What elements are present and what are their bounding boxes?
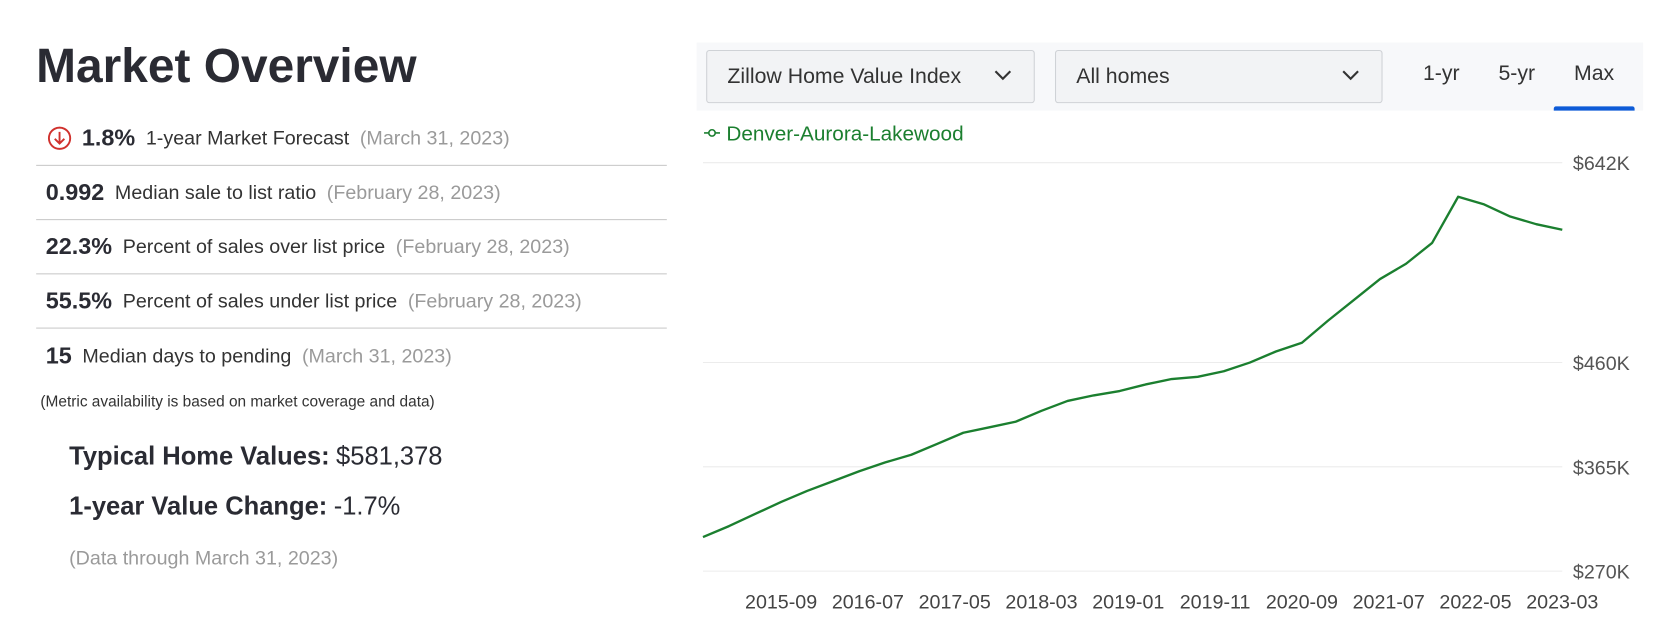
title: Market Overview [36, 38, 417, 93]
x-tick-label: 2017-05 [919, 591, 991, 613]
metric-row: 0.992 Median sale to list ratio (February … [36, 166, 667, 221]
value: -1.7% [333, 492, 401, 522]
x-tick-label: 2021-07 [1353, 591, 1425, 613]
home-type-dropdown[interactable]: All homes [1054, 49, 1383, 104]
data-through: (Data through March 31, 2023) [69, 546, 339, 569]
metric-label: Median days to pending [82, 344, 292, 367]
metric-dropdown[interactable]: Zillow Home Value Index [706, 49, 1035, 104]
metric-date: (February 28, 2023) [326, 180, 501, 204]
metric-value: 1.8% [81, 124, 136, 152]
metric-row: 22.3% Percent of sales over list price (Fe… [36, 220, 667, 275]
y-tick-label: $460K [1573, 353, 1630, 375]
metric-value: 55.5% [45, 287, 113, 314]
y-tick-label: $270K [1573, 562, 1630, 584]
dropdown-text: Zillow Home Value Index [727, 64, 962, 88]
value: $581,378 [336, 442, 443, 472]
metric-value: 15 [45, 341, 72, 369]
metric-date: (February 28, 2023) [407, 289, 582, 312]
y-tick-label: $365K [1573, 457, 1630, 479]
x-tick-label: 2020-09 [1266, 591, 1338, 613]
metric-date: (March 31, 2023) [359, 126, 510, 149]
x-tick-label: 2016-07 [832, 591, 904, 613]
legend-marker [708, 128, 717, 137]
x-tick-label: 2023-03 [1526, 591, 1598, 613]
chevron [994, 70, 1012, 81]
metric-value: 22.3% [45, 232, 113, 260]
metric-row: 15 Median days to pending (March 31, 2023) [36, 329, 667, 383]
chevron [1342, 70, 1359, 81]
metric-label: Median sale to list ratio [114, 180, 317, 204]
metric-label: Percent of sales under list price [122, 289, 398, 312]
x-tick-label: 2019-11 [1180, 591, 1251, 613]
note: (Metric availability is based on market … [40, 393, 435, 411]
range-tab[interactable]: 5-yr [1498, 61, 1536, 86]
legend-label: Denver-Aurora-Lakewood [726, 122, 963, 145]
metric-date: (March 31, 2023) [301, 344, 452, 367]
y-tick-label: $642K [1573, 153, 1630, 175]
metric-label: Percent of sales over list price [122, 235, 386, 258]
x-tick-label: 2022-05 [1439, 591, 1511, 613]
series-line [702, 195, 1563, 539]
metric-value: 0.992 [45, 178, 105, 206]
x-tick-label: 2015-09 [745, 591, 817, 613]
selected-underline [1553, 106, 1635, 111]
range-tab[interactable]: 1-yr [1422, 61, 1460, 86]
label: Typical Home Values: [69, 442, 330, 472]
down-icon [47, 126, 72, 150]
metric-date: (February 28, 2023) [395, 235, 570, 258]
label: 1-year Value Change: [69, 492, 328, 522]
range-tab[interactable]: Max [1573, 61, 1615, 86]
dropdown-text: All homes [1076, 64, 1170, 88]
metric-row: 55.5% Percent of sales under list price (F… [36, 274, 667, 329]
typical-home-values: Typical Home Values: $581,378 [69, 442, 442, 472]
value-change: 1-year Value Change: -1.7% [69, 492, 400, 522]
metric-row: 1.8% 1-year Market Forecast (March 31, 202… [36, 112, 667, 166]
metric-label: 1-year Market Forecast [145, 126, 350, 149]
x-tick-label: 2019-01 [1092, 591, 1164, 613]
x-tick-label: 2018-03 [1005, 591, 1077, 613]
